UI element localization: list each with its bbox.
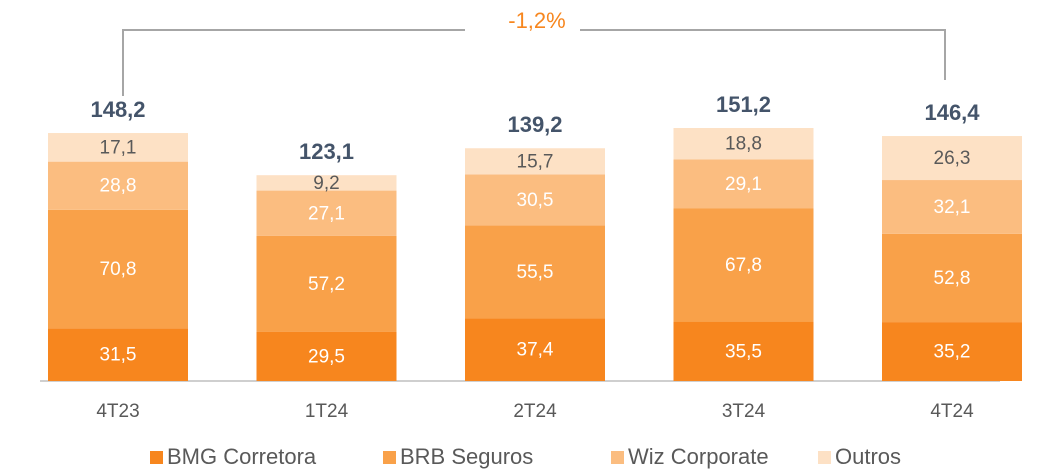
value-label: 55,5	[517, 262, 554, 283]
value-label: 29,5	[308, 346, 345, 367]
value-label: 37,4	[517, 340, 554, 361]
value-label: 32,1	[934, 197, 971, 218]
value-label: 9,2	[313, 173, 339, 194]
legend-label: Outros	[835, 444, 901, 469]
value-label: 35,5	[725, 341, 762, 362]
bar-segment	[465, 225, 605, 319]
value-label: 70,8	[100, 259, 137, 280]
bar-segment	[882, 322, 1022, 381]
x-tick-label: 1T24	[305, 401, 349, 422]
bar-segment	[882, 136, 1022, 181]
value-label: 28,8	[100, 176, 137, 197]
bar-segment	[48, 209, 188, 329]
value-label: 17,1	[100, 137, 137, 158]
value-label: 30,5	[517, 190, 554, 211]
value-label: 29,1	[725, 174, 762, 195]
legend-swatch	[611, 451, 624, 464]
x-tick-label: 2T24	[513, 401, 557, 422]
bar-segment	[465, 174, 605, 226]
bar-segment	[48, 161, 188, 210]
x-tick-label: 4T23	[96, 401, 139, 422]
bar-segment	[673, 321, 814, 381]
value-label: 26,3	[934, 148, 971, 169]
legend-label: BMG Corretora	[167, 444, 317, 469]
value-label: 27,1	[308, 203, 345, 224]
bar-segment	[673, 159, 814, 209]
value-label: 35,2	[934, 342, 971, 363]
total-label: 148,2	[90, 97, 145, 122]
bar-segment	[48, 328, 188, 381]
total-label: 139,2	[507, 112, 562, 137]
bar-segment	[673, 208, 814, 322]
legend-label: BRB Seguros	[400, 444, 533, 469]
bar-segment	[48, 133, 188, 162]
x-tick-label: 3T24	[722, 401, 766, 422]
bar-segment	[256, 235, 397, 332]
value-label: 57,2	[308, 274, 345, 295]
bar-segment	[256, 331, 397, 381]
value-label: 52,8	[934, 268, 971, 289]
legend-label: Wiz Corporate	[628, 444, 769, 469]
legend-swatch	[818, 451, 831, 464]
bar-segment	[882, 180, 1022, 234]
total-label: 123,1	[299, 139, 354, 164]
annotation: -1,2%	[508, 8, 565, 33]
bar-segment	[882, 233, 1022, 323]
value-label: 15,7	[517, 151, 554, 172]
bar-segment	[256, 190, 397, 236]
bar-segment	[465, 318, 605, 381]
total-label: 146,4	[924, 100, 980, 125]
value-label: 67,8	[725, 255, 762, 276]
value-label: 31,5	[100, 345, 137, 366]
legend-swatch	[150, 451, 163, 464]
bar-segment	[256, 175, 397, 191]
legend-swatch	[383, 451, 396, 464]
x-tick-label: 4T24	[930, 401, 974, 422]
total-label: 151,2	[716, 92, 771, 117]
bar-segment	[465, 148, 605, 175]
bar-segment	[673, 128, 814, 160]
value-label: 18,8	[725, 134, 762, 155]
bracket	[122, 29, 946, 96]
